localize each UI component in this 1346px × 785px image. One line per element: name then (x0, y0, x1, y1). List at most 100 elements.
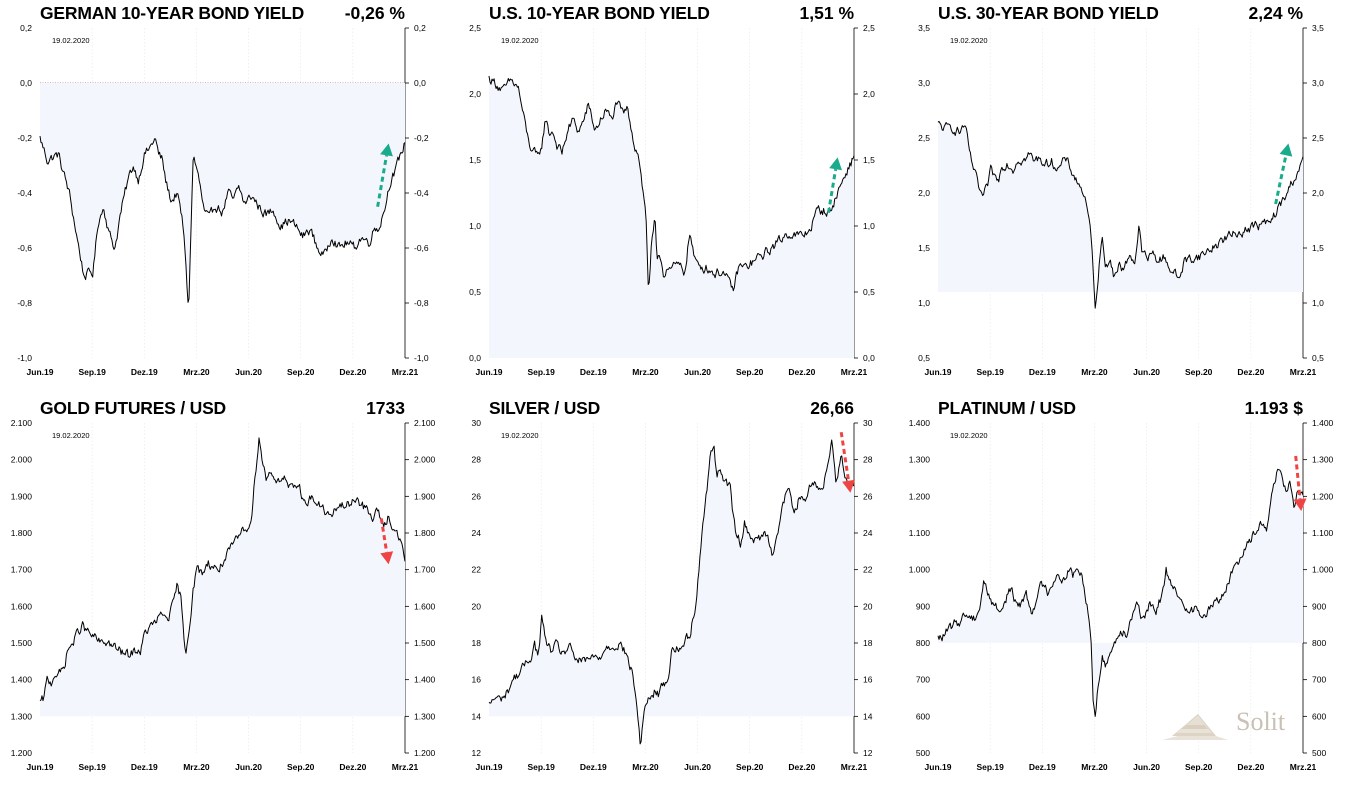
x-tick-label: Dez.19 (580, 367, 607, 377)
y-tick-label-right: 800 (1312, 638, 1326, 648)
y-tick-label-left: 3,5 (918, 23, 930, 33)
y-tick-label-left: 1.300 (909, 455, 931, 465)
y-tick-label-right: 28 (863, 455, 873, 465)
y-tick-label-right: 0,0 (863, 353, 875, 363)
y-tick-label-left: 1.300 (11, 711, 33, 721)
y-tick-label-left: 700 (916, 675, 930, 685)
x-tick-label: Mrz.21 (1290, 762, 1317, 772)
y-tick-label-left: 1,0 (469, 221, 481, 231)
y-tick-label-right: 1.100 (1312, 528, 1334, 538)
x-tick-label: Jun.20 (1133, 762, 1160, 772)
series-line (937, 468, 1304, 717)
x-tick-label: Sep.19 (976, 367, 1004, 377)
y-tick-label-left: 1.900 (11, 491, 33, 501)
y-tick-label-right: 2,0 (863, 89, 875, 99)
y-tick-label-right: 0,2 (414, 23, 426, 33)
y-tick-label-right: 700 (1312, 675, 1326, 685)
x-tick-label: Dez.19 (131, 367, 158, 377)
y-tick-label-right: -1,0 (414, 353, 429, 363)
y-tick-label-right: -0,6 (414, 243, 429, 253)
y-tick-label-right: 14 (863, 711, 873, 721)
y-tick-label-right: 0,0 (414, 78, 426, 88)
panel-gold: GOLD FUTURES / USD 1733 Jun.19 Sep.19 Dez.19… (0, 395, 449, 785)
y-tick-label-right: -0,8 (414, 298, 429, 308)
y-tick-label-left: 1.400 (11, 675, 33, 685)
x-tick-label: Jun.20 (684, 367, 711, 377)
y-tick-label-right: 20 (863, 601, 873, 611)
x-tick-label: Sep.20 (287, 367, 315, 377)
y-tick-label-left: 900 (916, 601, 930, 611)
x-tick-label: Dez.19 (1029, 762, 1056, 772)
y-tick-label-left: 1.700 (11, 565, 33, 575)
current-value-label: 2,24 % (1249, 3, 1304, 23)
x-tick-label: Jun.20 (235, 762, 262, 772)
y-tick-label-left: 3,0 (918, 78, 930, 88)
x-tick-label: Sep.19 (78, 367, 106, 377)
y-tick-label-right: 22 (863, 565, 873, 575)
y-tick-label-right: 1.200 (1312, 491, 1334, 501)
x-tick-label: Sep.19 (527, 367, 555, 377)
y-tick-label-right: 1.400 (1312, 418, 1334, 428)
x-tick-label: Jun.19 (925, 367, 952, 377)
y-tick-label-right: 1.800 (414, 528, 436, 538)
y-tick-label-right: 1,5 (863, 155, 875, 165)
x-tick-label: Mrz.21 (841, 367, 868, 377)
chart-title: SILVER / USD (489, 398, 600, 418)
y-tick-label-right: 1.200 (414, 748, 436, 758)
trend-arrow-down-icon (842, 479, 855, 493)
x-tick-label: Jun.19 (27, 367, 54, 377)
y-tick-label-right: 26 (863, 491, 873, 501)
y-tick-label-left: 20 (472, 601, 482, 611)
y-tick-label-right: -0,2 (414, 133, 429, 143)
y-tick-label-left: 28 (472, 455, 482, 465)
current-value-label: 1.193 $ (1245, 398, 1304, 418)
x-tick-label: Mrz.21 (392, 762, 419, 772)
x-tick-label: Mrz.21 (1290, 367, 1317, 377)
y-tick-label-left: -0,2 (17, 133, 32, 143)
chart-title: GOLD FUTURES / USD (40, 398, 226, 418)
solit-logo-text: Solit (1236, 707, 1286, 736)
trend-arrow-down-icon (1293, 498, 1307, 511)
x-tick-label: Jun.20 (235, 367, 262, 377)
y-tick-label-right: 16 (863, 675, 873, 685)
reference-date-label: 19.02.2020 (950, 36, 988, 45)
x-tick-label: Mrz.20 (183, 367, 210, 377)
chart-us-10y: U.S. 10-YEAR BOND YIELD 1,51 % Jun.19 Sep.1… (469, 3, 875, 377)
y-tick-label-right: 1,0 (1312, 298, 1324, 308)
y-tick-label-right: 2,5 (863, 23, 875, 33)
series-area (40, 437, 405, 717)
y-tick-label-right: 1.500 (414, 638, 436, 648)
y-tick-label-left: -0,4 (17, 188, 32, 198)
y-tick-label-left: 800 (916, 638, 930, 648)
y-tick-label-right: 3,5 (1312, 23, 1324, 33)
chart-title: GERMAN 10-YEAR BOND YIELD (40, 3, 304, 23)
y-tick-label-right: 2,5 (1312, 133, 1324, 143)
y-tick-label-right: 1.400 (414, 675, 436, 685)
trend-arrow-up-icon (1279, 143, 1293, 157)
y-tick-label-left: 1.100 (909, 528, 931, 538)
y-tick-label-right: 2.000 (414, 455, 436, 465)
chart-platinum: PLATINUM / USD 1.193 $ Jun.19 Sep.19 Dez.19 M… (909, 398, 1334, 772)
panel-us-10y: U.S. 10-YEAR BOND YIELD 1,51 % Jun.19 Sep.1… (449, 0, 898, 390)
x-tick-label: Jun.19 (27, 762, 54, 772)
y-tick-label-left: 2,0 (918, 188, 930, 198)
current-value-label: -0,26 % (345, 3, 406, 23)
solit-logo-icon (1162, 714, 1228, 740)
y-tick-label-left: 600 (916, 711, 930, 721)
panel-us-30y: U.S. 30-YEAR BOND YIELD 2,24 % Jun.19 Sep.1… (898, 0, 1346, 390)
reference-date-label: 19.02.2020 (52, 431, 90, 440)
y-tick-label-left: 18 (472, 638, 482, 648)
y-tick-label-left: 0,2 (20, 23, 32, 33)
y-tick-label-left: 1.200 (11, 748, 33, 758)
y-tick-label-right: 1.300 (414, 711, 436, 721)
y-tick-label-left: 2,5 (918, 133, 930, 143)
y-tick-label-right: 24 (863, 528, 873, 538)
x-tick-label: Sep.19 (527, 762, 555, 772)
x-tick-label: Mrz.20 (632, 762, 659, 772)
x-tick-label: Dez.20 (788, 367, 815, 377)
current-value-label: 26,66 (810, 398, 854, 418)
x-tick-label: Jun.20 (1133, 367, 1160, 377)
y-tick-label-left: -1,0 (17, 353, 32, 363)
x-tick-label: Mrz.20 (1081, 762, 1108, 772)
